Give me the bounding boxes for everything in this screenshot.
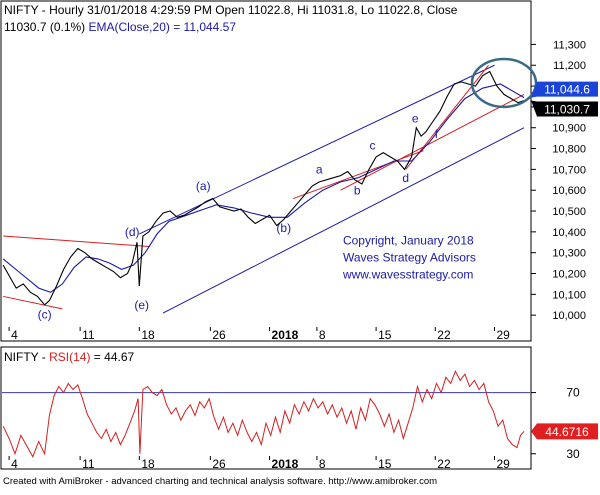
price-tick-label-10400: 10,400	[552, 227, 586, 239]
price-pane: 10,000 10,100 10,200 10,300 10,400 10,500 10,6…	[0, 0, 598, 342]
price-date-tick-label-4: 4	[11, 328, 18, 342]
annotation-line-0-1: Waves Strategy Advisors	[343, 250, 476, 264]
rsi-header: NIFTY - RSI(14) = 44.67	[4, 350, 135, 364]
rsi-date-tick-label-22: 22	[437, 457, 451, 471]
price-tick-label-10300: 10,300	[552, 248, 586, 260]
trendlines	[3, 64, 525, 314]
wave-label-e-9: e	[412, 112, 419, 126]
wave-label-c-7: c	[370, 139, 376, 153]
rsi-date-tick-label-29: 29	[496, 457, 510, 471]
trendline-3	[3, 295, 63, 310]
price-tick-label-11300: 11,300	[553, 39, 586, 51]
price-header-line1: NIFTY - Hourly 31/01/2018 4:29:59 PM Ope…	[4, 3, 458, 17]
price-date-axis: 4 11 18 26 2018 8 15 22 29	[8, 327, 510, 342]
price-value-tag-label-1: 11,030.7	[544, 103, 590, 117]
highlight-group	[470, 57, 538, 109]
price-date-tick-label-15: 15	[378, 328, 392, 342]
annotation-line-0-2: www.wavesstrategy.com	[342, 267, 473, 281]
rsi-pane: 30 70 4 11 18 26 2018 8 15 22 29 44.6716 NIFTY - …	[0, 346, 598, 471]
price-date-tick-label-26: 26	[212, 328, 226, 342]
wave-label-a-5: a	[316, 163, 323, 177]
price-tick-label-10500: 10,500	[552, 206, 586, 218]
rsi-date-tick-label-8: 8	[319, 457, 326, 471]
annotation-line-0-0: Copyright, January 2018	[343, 233, 474, 247]
price-header-close: 11030.7 (0.1%)	[4, 20, 89, 34]
price-line-group	[2, 70, 525, 306]
ema-line-group	[2, 83, 525, 293]
price-date-tick-label-29: 29	[496, 328, 510, 342]
ema-header-label: EMA(Close,20) = 11,044.57	[89, 20, 237, 34]
price-pane-frame	[0, 0, 532, 342]
rsi-header-value: = 44.67	[90, 350, 134, 364]
rsi-date-tick-label-11: 11	[82, 457, 95, 471]
highlight-ellipse	[470, 57, 538, 109]
rsi-date-tick-label-4: 4	[11, 457, 18, 471]
wave-label-d-1: (d)	[125, 225, 140, 239]
wave-label-c-0: (c)	[38, 307, 52, 321]
rsi-date-tick-label-18: 18	[141, 457, 155, 471]
price-tick-label-10100: 10,100	[552, 289, 586, 301]
footer-credit: Created with AmiBroker - advanced charti…	[3, 476, 437, 487]
price-header-line2: 11030.7 (0.1%) EMA(Close,20) = 11,044.57	[4, 20, 236, 34]
wave-label-d-8: d	[402, 171, 409, 185]
trendline-1	[162, 127, 525, 314]
rsi-date-tick-label-26: 26	[212, 457, 226, 471]
copyright-annotation: Copyright, January 2018 Waves Strategy Ad…	[342, 233, 476, 281]
wave-labels: (c) (d) (e) (a) (b) a b c d e f	[38, 112, 439, 322]
wave-label-a-3: (a)	[196, 179, 211, 193]
price-tick-label-10200: 10,200	[552, 269, 586, 281]
rsi-header-label: RSI(14)	[49, 350, 90, 364]
price-tick-label-11200: 11,200	[553, 60, 586, 72]
rsi-value-tag-label: 44.6716	[545, 425, 589, 439]
rsi-date-tick-label-15: 15	[378, 457, 392, 471]
rsi-header-prefix: NIFTY -	[4, 350, 49, 364]
price-tick-label-10800: 10,800	[552, 144, 586, 156]
wave-label-b-6: b	[354, 183, 361, 197]
wave-label-f-10: f	[435, 127, 439, 141]
price-value-tags: 11,044.6 11,030.7	[531, 81, 598, 117]
rsi-value-tag: 44.6716	[531, 423, 598, 440]
wave-label-b-4: (b)	[276, 221, 291, 235]
rsi-pane-frame	[0, 346, 532, 470]
price-date-tick-label-11: 11	[82, 328, 95, 342]
rsi-axis: 30 70	[531, 386, 580, 461]
rsi-value-tag-box	[531, 423, 598, 440]
price-tick-label-10000: 10,000	[552, 310, 586, 322]
trendline-0	[139, 64, 495, 235]
close-price-line	[2, 70, 525, 306]
price-date-tick-label-22: 22	[437, 328, 451, 342]
price-axis: 10,000 10,100 10,200 10,300 10,400 10,500 10,6…	[531, 39, 586, 322]
price-value-tag-box-1	[531, 100, 598, 117]
price-date-tick-label-2018: 2018	[272, 328, 299, 342]
rsi-line-group	[2, 369, 525, 458]
trendline-2	[3, 235, 149, 247]
price-date-tick-label-18: 18	[141, 328, 155, 342]
rsi-tick-label-30: 30	[566, 447, 580, 461]
rsi-tick-label-70: 70	[566, 386, 580, 400]
price-tick-label-10600: 10,600	[552, 185, 586, 197]
rsi-line	[2, 369, 525, 458]
price-value-tag-box-0	[531, 81, 598, 98]
price-value-tag-label-0: 11,044.6	[544, 83, 590, 97]
rsi-date-tick-label-2018: 2018	[272, 457, 299, 471]
rsi-date-axis: 4 11 18 26 2018 8 15 22 29	[8, 456, 510, 471]
ema-line	[2, 83, 525, 293]
price-date-tick-label-8: 8	[319, 328, 326, 342]
wave-label-e-2: (e)	[134, 298, 149, 312]
price-tick-label-10700: 10,700	[552, 164, 586, 176]
price-tick-label-10900: 10,900	[552, 123, 586, 135]
trendline-6	[340, 93, 525, 191]
